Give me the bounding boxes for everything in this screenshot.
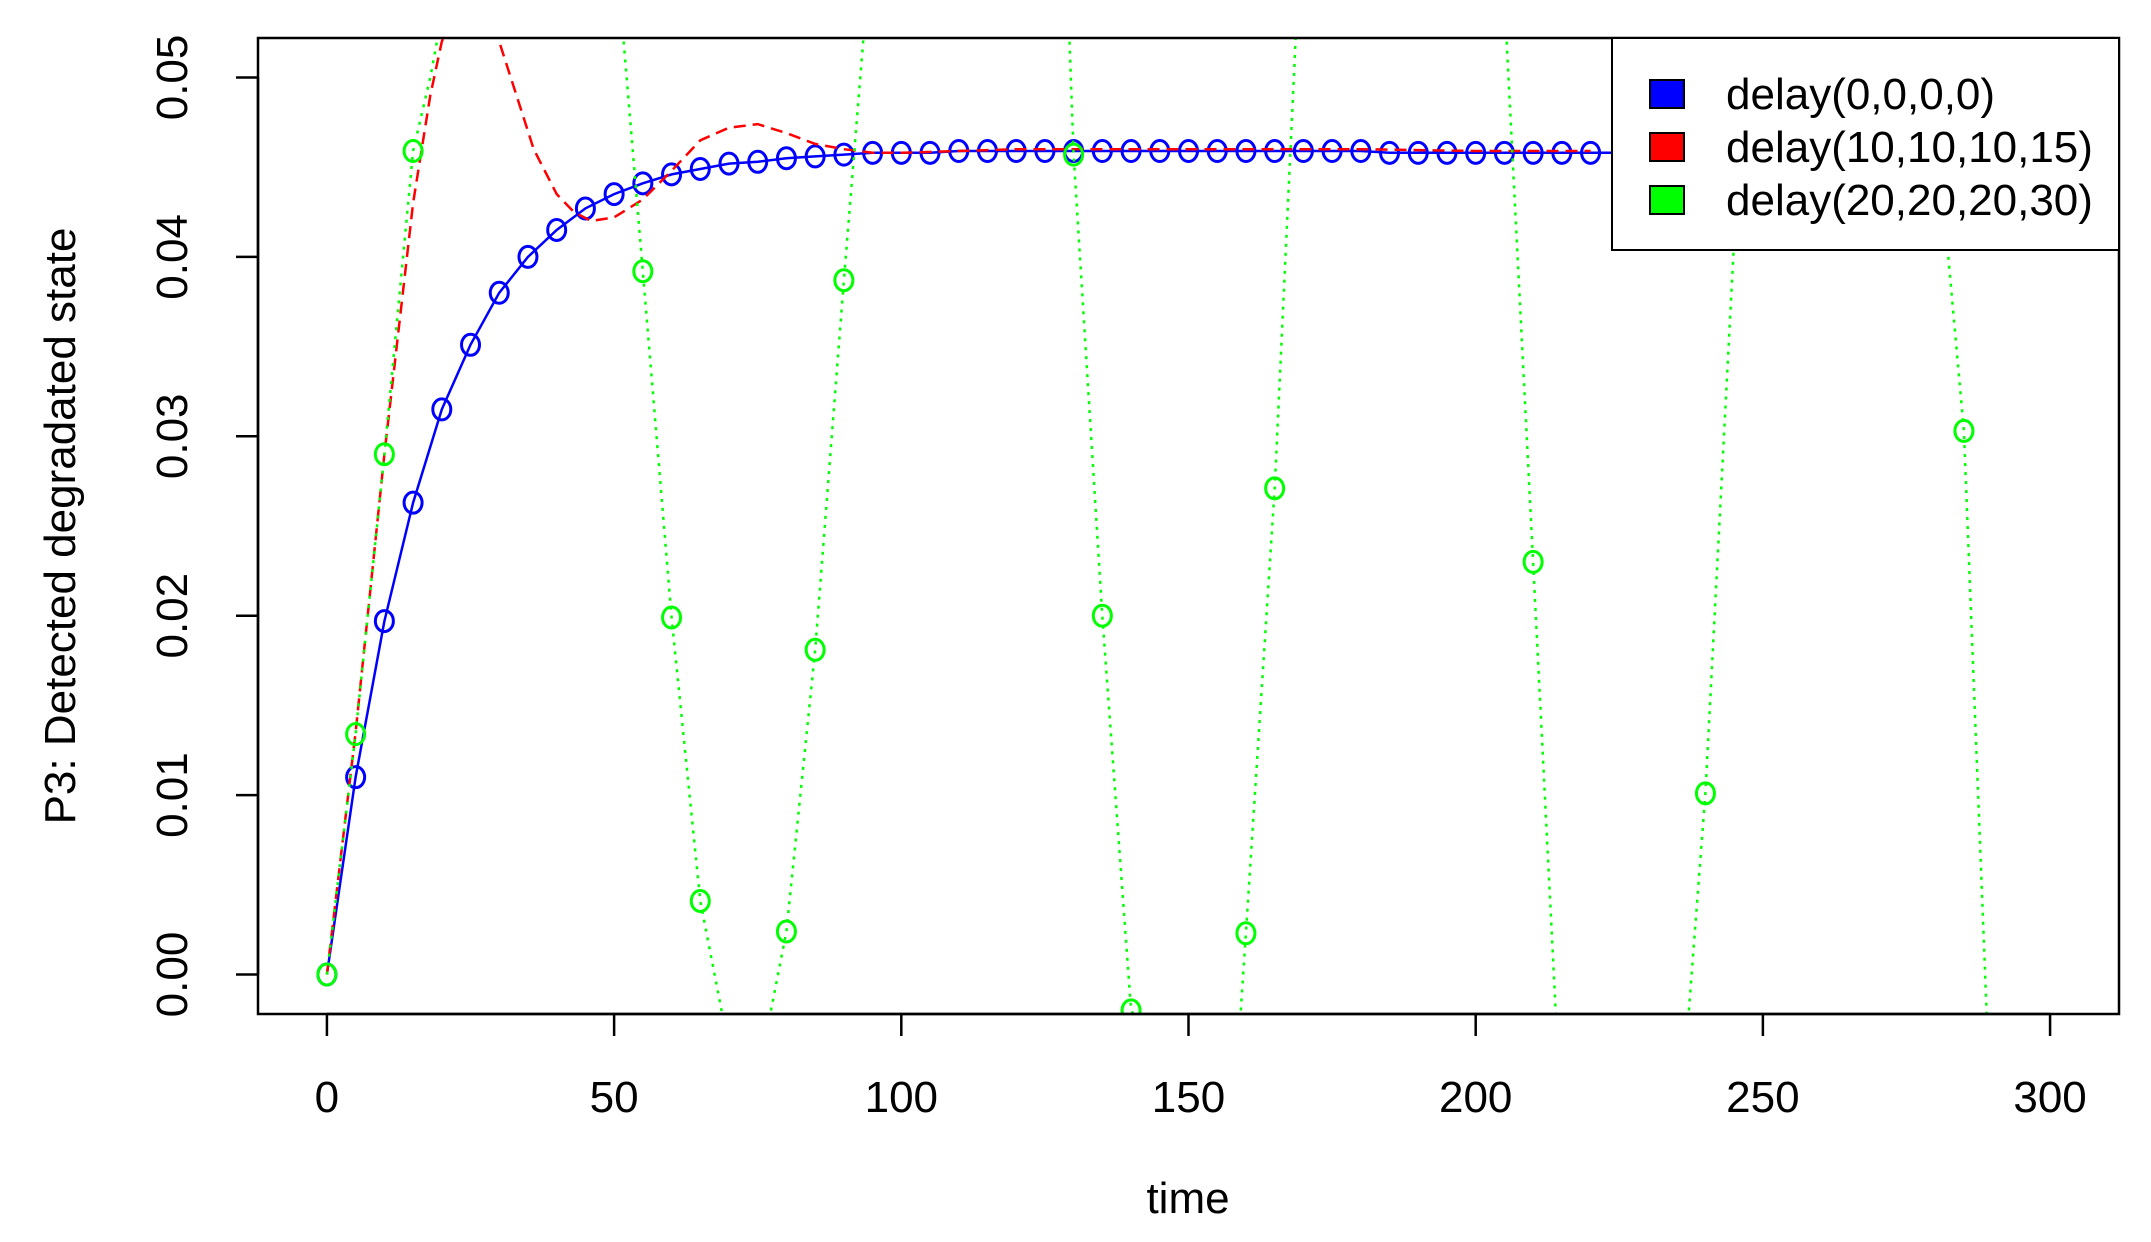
series-1-point	[1465, 140, 1487, 165]
series-1-point	[1206, 139, 1228, 164]
series-3-line-segment	[768, 38, 865, 1014]
series-1-point	[1379, 140, 1401, 165]
series-1-point	[1436, 140, 1458, 165]
y-axis-title: P3: Detected degradated state	[36, 228, 85, 825]
legend-label: delay(10,10,10,15)	[1726, 123, 2093, 172]
series-3-point	[661, 605, 683, 630]
series-3-point	[1235, 921, 1257, 946]
y-tick-label: 0.04	[148, 214, 197, 300]
x-tick-label: 50	[590, 1073, 639, 1122]
series-3-point	[1264, 476, 1286, 501]
series-3-line-segment	[622, 38, 724, 1014]
series-1-point	[1235, 139, 1257, 164]
y-tick-label: 0.01	[148, 752, 197, 838]
series-1-point	[546, 217, 568, 242]
legend-label: delay(20,20,20,30)	[1726, 176, 2093, 225]
series-3-line-segment	[1945, 238, 1988, 1014]
legend: delay(0,0,0,0)delay(10,10,10,15)delay(20…	[1611, 37, 2120, 251]
x-axis-title: time	[1146, 1174, 1229, 1223]
series-1-point	[689, 156, 711, 181]
series-3-point	[689, 888, 711, 913]
series-3-point	[833, 268, 855, 293]
x-axis: 0 50 100 150 200 250 300	[315, 1012, 2087, 1122]
series-1-point	[775, 146, 797, 171]
x-tick-label: 100	[865, 1073, 938, 1122]
x-tick-label: 300	[2013, 1073, 2086, 1122]
series-3-point	[632, 259, 654, 284]
series-1-point	[488, 280, 510, 305]
legend-swatch	[1649, 185, 1685, 215]
series-1-point	[1149, 139, 1171, 164]
x-tick-label: 250	[1726, 1073, 1799, 1122]
series-1-point	[460, 332, 482, 357]
series-1-point	[718, 151, 740, 176]
series-1-point	[1264, 139, 1286, 164]
y-tick-label: 0.05	[148, 35, 197, 121]
series-1-point	[345, 765, 367, 790]
series-1-point	[1321, 139, 1343, 164]
series-3-point	[1522, 549, 1544, 574]
legend-swatch	[1649, 132, 1685, 162]
series-3-point	[1953, 418, 1975, 443]
series-3-point	[775, 919, 797, 944]
series-1-point	[1034, 139, 1056, 164]
y-tick-label: 0.00	[148, 932, 197, 1018]
x-tick-label: 200	[1439, 1073, 1512, 1122]
series-3-point	[402, 139, 424, 164]
series-3-point	[1694, 781, 1716, 806]
series-3-line-segment	[1068, 38, 1135, 1014]
series-1-point	[1407, 140, 1429, 165]
series-3-line-segment	[1687, 238, 1736, 1014]
series-1-point	[1178, 139, 1199, 164]
series-1-line	[325, 149, 2051, 975]
series-1-point	[632, 171, 654, 196]
series-1-point	[431, 397, 453, 422]
series-3-point	[804, 637, 826, 662]
series-3-point	[1120, 998, 1142, 1014]
legend-box	[1611, 37, 2120, 251]
series-3-point	[373, 442, 395, 467]
series-1-point	[1292, 139, 1314, 164]
series-3-point	[345, 722, 367, 747]
series-3-line-segment	[1239, 38, 1297, 1014]
legend-swatch	[1649, 79, 1685, 109]
series-1-point	[1522, 140, 1544, 165]
series-1-point	[833, 142, 855, 167]
series-1-point	[1350, 139, 1372, 164]
series-3-point	[316, 962, 338, 987]
y-tick-label: 0.02	[148, 573, 197, 659]
y-tick-label: 0.03	[148, 393, 197, 479]
series-1-point	[603, 182, 625, 207]
series-3-point	[1091, 603, 1113, 628]
series-1-point	[1091, 139, 1113, 164]
series-1-point	[1551, 140, 1573, 165]
series-1-point	[1120, 139, 1142, 164]
series-2-line	[325, 38, 1591, 975]
series-1-point	[1580, 140, 1602, 165]
series-1-point	[517, 244, 539, 269]
series-1-point	[804, 144, 826, 169]
series-1-point	[747, 149, 769, 174]
series-1-point	[1493, 140, 1515, 165]
legend-label: delay(0,0,0,0)	[1726, 70, 1995, 119]
series-1-point	[402, 490, 424, 515]
series-1-point	[661, 162, 683, 187]
series-layer	[316, 38, 2051, 1014]
y-axis: 0.00 0.01 0.02 0.03 0.04 0.05	[148, 35, 260, 1018]
x-tick-label: 150	[1152, 1073, 1225, 1122]
series-1-point	[1005, 139, 1027, 164]
series-1-point	[373, 609, 395, 634]
series-3-point	[1063, 142, 1085, 167]
x-tick-label: 0	[315, 1073, 339, 1122]
series-3-line-segment	[325, 38, 439, 975]
